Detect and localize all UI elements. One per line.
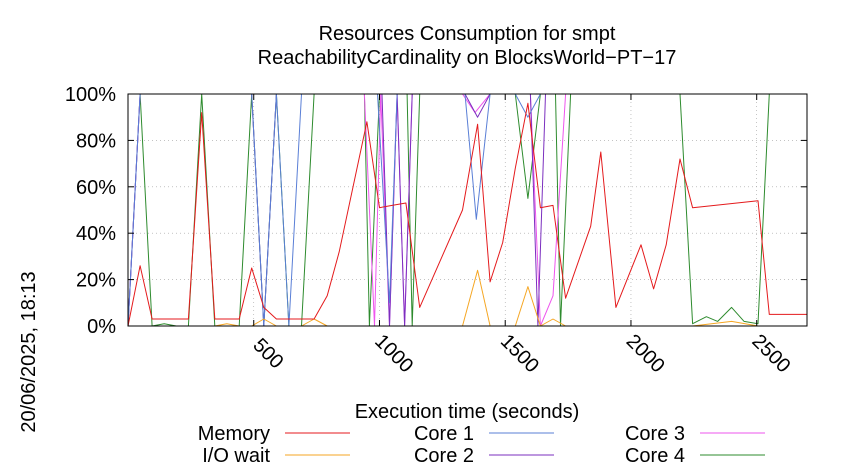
series-line-memory xyxy=(127,102,807,327)
series-line-core-1 xyxy=(127,93,807,327)
legend-label-memory: Memory xyxy=(198,423,270,445)
y-tick-label: 40% xyxy=(76,223,116,245)
y-tick-label: 20% xyxy=(76,270,116,292)
plot-frame xyxy=(127,93,808,327)
chart-subtitle: ReachabilityCardinality on BlocksWorld−P… xyxy=(258,47,677,69)
series-line-core-2 xyxy=(127,93,807,327)
y-tick-label: 60% xyxy=(76,177,116,199)
grid-lines xyxy=(128,94,807,326)
x-axis-label: Execution time (seconds) xyxy=(355,401,580,423)
x-tick-label: 2500 xyxy=(747,330,794,377)
legend-label-core-4: Core 4 xyxy=(625,445,685,467)
legend-label-core-1: Core 1 xyxy=(414,423,474,445)
x-tick-label: 500 xyxy=(248,334,287,373)
y-tick-label: 0% xyxy=(87,316,116,338)
legend-label-i-o-wait: I/O wait xyxy=(202,445,270,467)
series-line-core-3 xyxy=(127,93,807,327)
x-tick-label: 1500 xyxy=(496,330,543,377)
timestamp-label: 20/06/2025, 18:13 xyxy=(18,271,40,432)
series-line-core-4 xyxy=(127,93,807,327)
x-tick-label: 2000 xyxy=(622,330,669,377)
legend-label-core-2: Core 2 xyxy=(414,445,474,467)
chart-title: Resources Consumption for smpt xyxy=(319,23,616,45)
y-tick-label: 100% xyxy=(65,84,116,106)
x-tick-label: 1000 xyxy=(370,330,417,377)
series-layer xyxy=(127,93,807,327)
y-axis: 0% 20% 40% 60% 80% 100% xyxy=(65,84,807,338)
y-tick-label: 80% xyxy=(76,130,116,152)
legend-label-core-3: Core 3 xyxy=(625,423,685,445)
